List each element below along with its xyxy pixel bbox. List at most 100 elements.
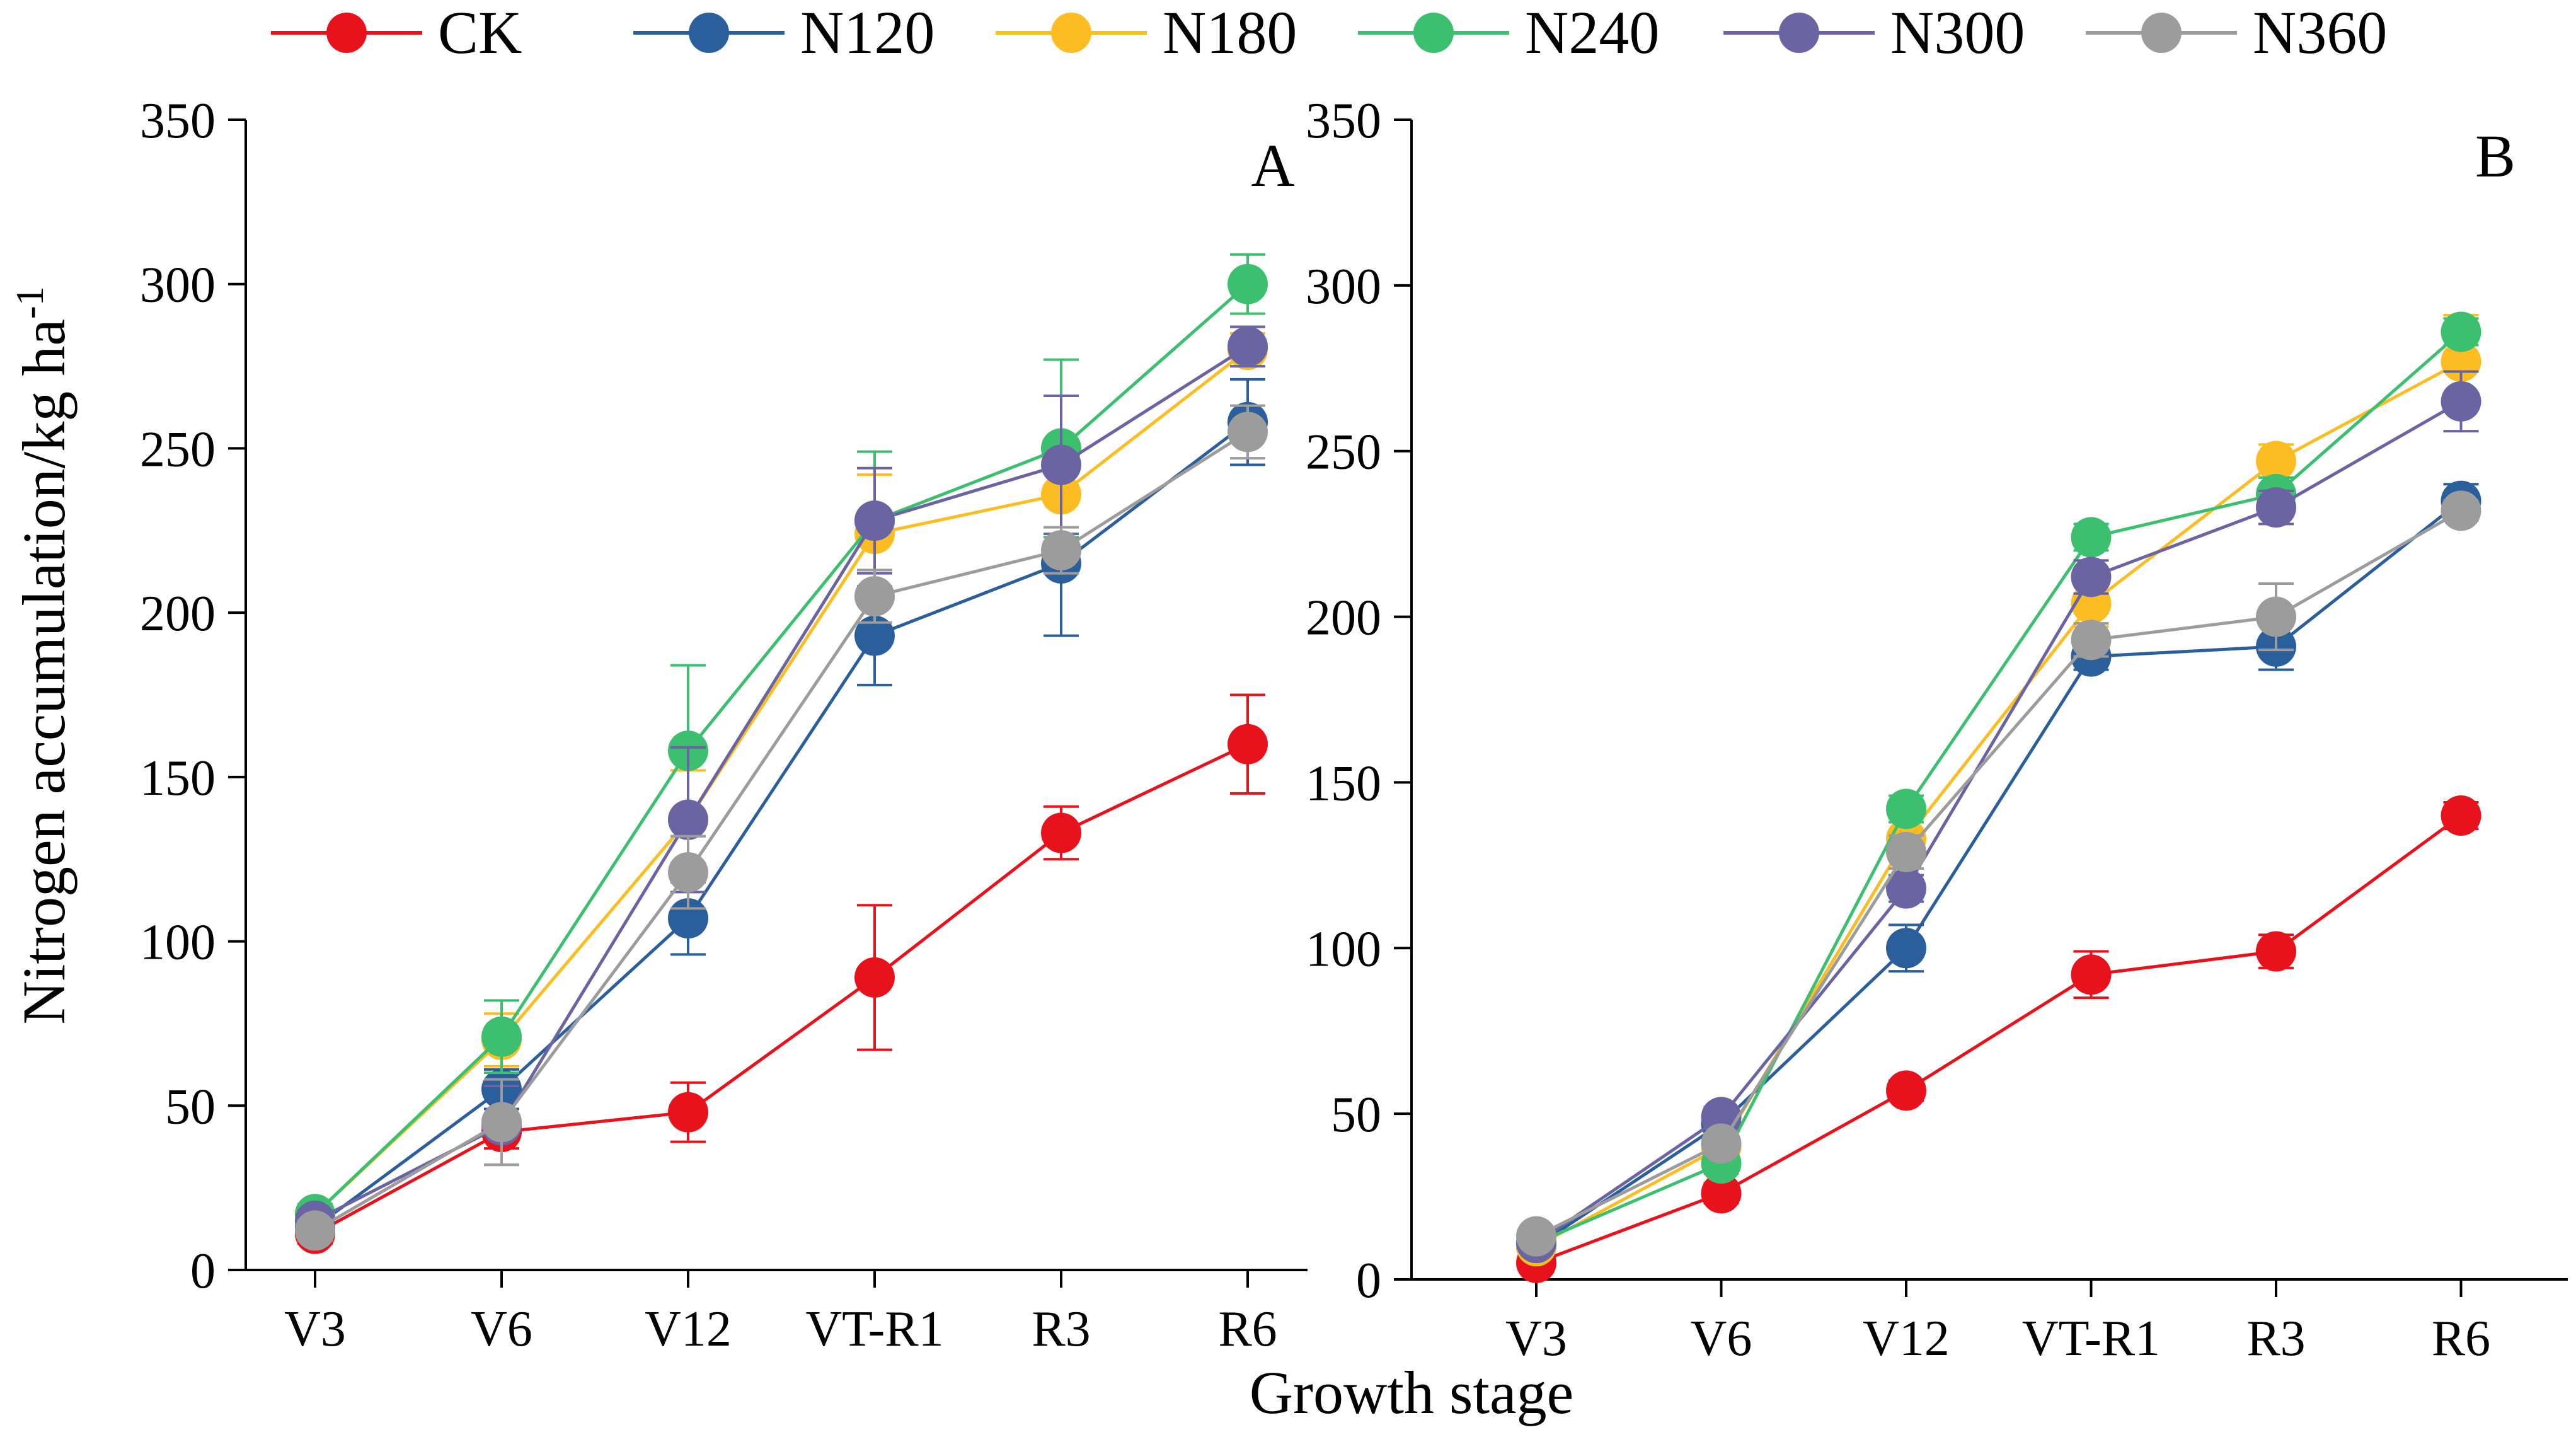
legend-item-n180: N180 bbox=[996, 0, 1297, 66]
legend-label: N240 bbox=[1525, 0, 1659, 66]
data-point bbox=[295, 1210, 335, 1251]
y-tick-label: 200 bbox=[140, 586, 216, 642]
data-point bbox=[2071, 517, 2112, 558]
y-tick-label: 150 bbox=[1306, 756, 1381, 811]
data-point bbox=[668, 1092, 708, 1133]
data-point bbox=[1041, 444, 1081, 485]
data-point bbox=[668, 799, 708, 840]
data-point bbox=[1886, 868, 1926, 909]
x-tick-label: R6 bbox=[2432, 1311, 2490, 1366]
y-tick-label: 350 bbox=[1306, 93, 1381, 149]
x-tick-label: V3 bbox=[1505, 1311, 1567, 1366]
legend-item-n360: N360 bbox=[2086, 0, 2387, 66]
data-point bbox=[1886, 1070, 1926, 1111]
data-point bbox=[2441, 381, 2481, 422]
data-point bbox=[1228, 263, 1268, 304]
data-point bbox=[2256, 487, 2296, 528]
data-point bbox=[481, 1102, 522, 1143]
data-point bbox=[1228, 326, 1268, 367]
x-tick-label: V6 bbox=[471, 1301, 532, 1357]
data-point bbox=[854, 576, 895, 617]
data-point bbox=[1701, 1123, 1742, 1164]
y-tick-label: 150 bbox=[140, 751, 216, 806]
y-tick-label: 300 bbox=[140, 258, 216, 313]
legend-marker bbox=[2141, 13, 2182, 53]
data-point bbox=[2256, 596, 2296, 637]
legend-marker bbox=[1051, 13, 1091, 53]
data-point bbox=[2256, 441, 2296, 482]
data-point bbox=[1041, 530, 1081, 571]
series-line bbox=[1535, 499, 2463, 1248]
data-point bbox=[854, 957, 895, 998]
panel-label: B bbox=[2475, 122, 2516, 190]
x-tick-label: V12 bbox=[645, 1301, 732, 1357]
series-line bbox=[314, 420, 1249, 1229]
y-tick-label: 50 bbox=[165, 1079, 216, 1134]
y-axis-label-main: Nitrogen accumulation/kg ha bbox=[10, 319, 78, 1025]
legend-label: N300 bbox=[1890, 0, 2025, 66]
y-tick-label: 0 bbox=[190, 1244, 216, 1299]
data-point bbox=[1516, 1216, 1556, 1257]
x-tick-label: V6 bbox=[1691, 1311, 1752, 1366]
series-line bbox=[314, 345, 1249, 1223]
series-n240 bbox=[295, 253, 1268, 1235]
data-point bbox=[1701, 1173, 1742, 1214]
series-line bbox=[314, 430, 1249, 1232]
data-point bbox=[2441, 795, 2481, 836]
legend-marker bbox=[1413, 13, 1454, 53]
data-point bbox=[2071, 954, 2112, 995]
legend: CK N120 N180 N240 N300 N360 bbox=[271, 0, 2387, 66]
series-n300 bbox=[295, 325, 1268, 1241]
series-line bbox=[314, 349, 1249, 1216]
data-point bbox=[2071, 620, 2112, 661]
legend-item-n120: N120 bbox=[633, 0, 934, 66]
legend-label: N180 bbox=[1163, 0, 1297, 66]
data-point bbox=[668, 852, 708, 893]
data-point bbox=[2441, 311, 2481, 352]
legend-marker bbox=[1779, 13, 1819, 53]
series-line bbox=[314, 282, 1249, 1216]
series-ck bbox=[1516, 795, 2481, 1283]
legend-item-n300: N300 bbox=[1723, 0, 2025, 66]
series-n360 bbox=[295, 404, 1268, 1251]
legend-marker bbox=[689, 13, 729, 53]
panel-b: 0 50 100 150 200 250 300 350 V3 V6 V12 VT-R1 R3 R6 B bbox=[1306, 93, 2568, 1366]
x-tick-label: R3 bbox=[2246, 1311, 2305, 1366]
y-tick-label: 0 bbox=[1356, 1253, 1381, 1308]
series-line bbox=[314, 742, 1249, 1235]
data-point bbox=[1228, 412, 1268, 453]
panel-label: A bbox=[1251, 132, 1294, 199]
data-point bbox=[481, 1016, 522, 1057]
data-point bbox=[854, 500, 895, 541]
y-tick-label: 50 bbox=[1331, 1087, 1381, 1143]
legend-item-n240: N240 bbox=[1358, 0, 1659, 66]
y-tick-label: 100 bbox=[140, 915, 216, 971]
data-point bbox=[1886, 788, 1926, 829]
legend-label: CK bbox=[438, 0, 522, 66]
data-point bbox=[1041, 812, 1081, 853]
series-n180 bbox=[295, 330, 1268, 1235]
x-tick-label: V3 bbox=[284, 1301, 346, 1357]
series-n180 bbox=[1516, 314, 2481, 1267]
data-point bbox=[854, 615, 895, 656]
series-line bbox=[1535, 509, 2462, 1238]
y-tick-label: 350 bbox=[140, 93, 216, 149]
y-tick-label: 250 bbox=[1306, 425, 1381, 480]
y-tick-label: 100 bbox=[1306, 921, 1381, 977]
series-line bbox=[1535, 400, 2462, 1245]
data-point bbox=[1228, 724, 1268, 765]
y-tick-label: 250 bbox=[140, 422, 216, 477]
legend-marker bbox=[326, 13, 367, 53]
data-point bbox=[2441, 490, 2481, 531]
x-tick-label: R6 bbox=[1218, 1301, 1277, 1357]
y-tick-label: 300 bbox=[1306, 259, 1381, 315]
data-point bbox=[2071, 557, 2112, 597]
legend-label: N360 bbox=[2253, 0, 2387, 66]
legend-item-ck: CK bbox=[271, 0, 522, 66]
y-axis-label: Nitrogen accumulation/kg ha-1 bbox=[9, 286, 78, 1024]
series-n240 bbox=[1516, 311, 2481, 1264]
x-tick-label: V12 bbox=[1863, 1311, 1950, 1366]
axes: 0 50 100 150 200 250 300 350 V3 V6 V12 VT-R1 R3 R6 bbox=[1306, 93, 2568, 1366]
panel-a: 0 50 100 150 200 250 300 350 V3 V6 V12 VT-R1 R3 R6 A bbox=[140, 93, 1308, 1357]
